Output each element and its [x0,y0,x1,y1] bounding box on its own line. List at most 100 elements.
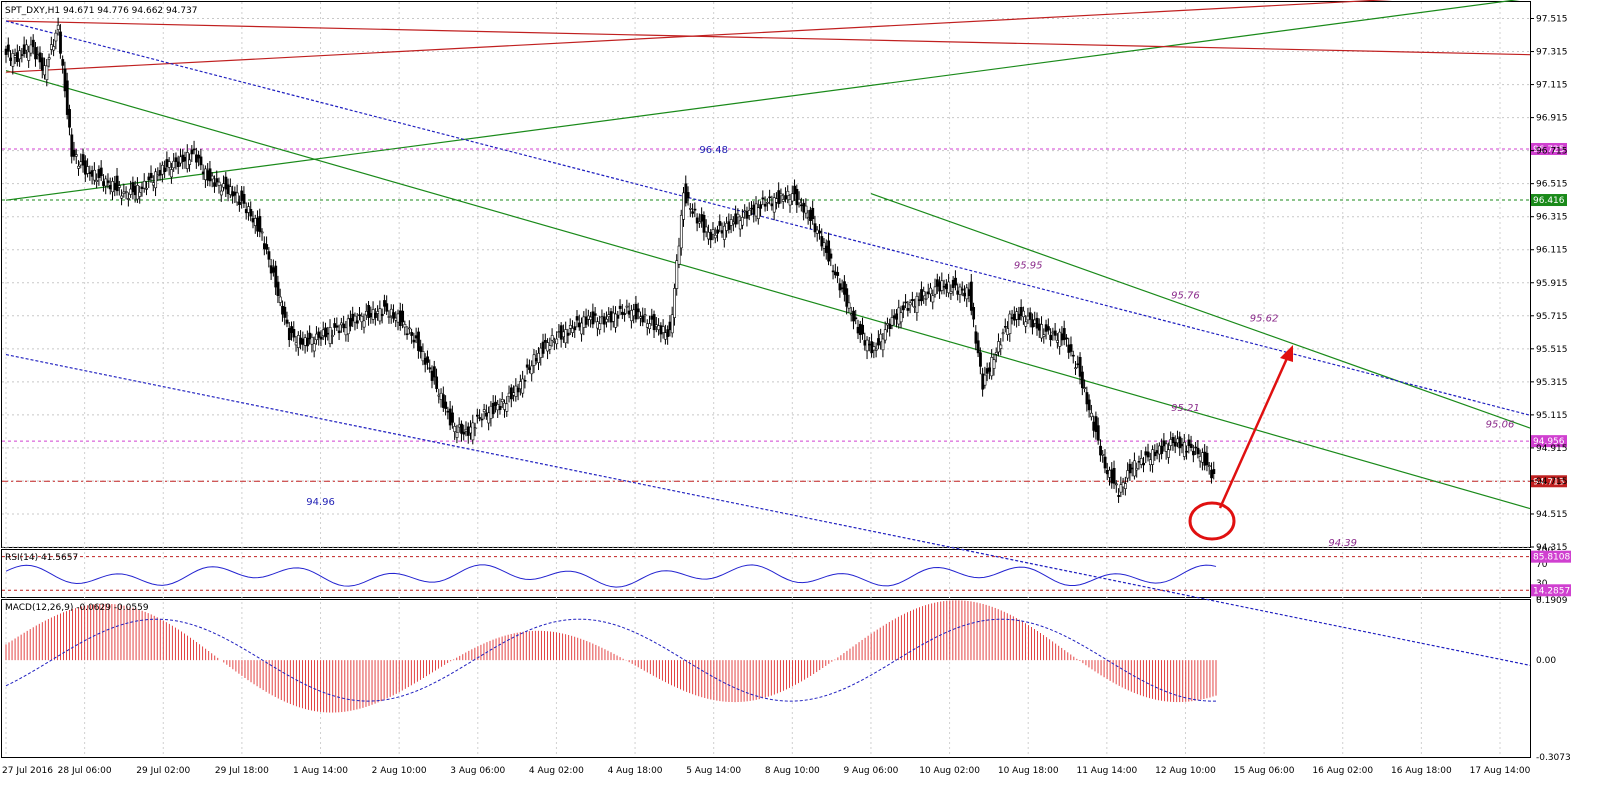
candle-body [659,325,663,335]
candle-body [278,296,282,303]
candle-body [1010,317,1014,319]
candle-body [924,297,928,300]
annotation-label: 96.48 [699,145,728,156]
candle-body [1151,449,1155,465]
y-tick-label: 95.915 [1536,279,1568,289]
candle-body [1019,306,1023,317]
candle-body [401,310,405,323]
candle-body [1103,456,1107,469]
candle-body [1090,412,1093,418]
candle-body [553,341,556,343]
candle-body [285,319,289,324]
candle-body [104,178,108,187]
candle-body [790,193,794,202]
candle-body [983,374,987,386]
candle-body [951,279,955,288]
candle-body [537,353,540,363]
candle-body [256,217,260,232]
candle-body [793,185,797,195]
candle-body [500,399,504,403]
candle-body [1110,469,1114,484]
candle-body [306,337,309,347]
candle-body [342,323,346,329]
candle-body [541,341,545,354]
candle-body [1155,450,1159,454]
candle-body [1003,326,1007,328]
candle-body [383,300,386,307]
candle-body [414,335,418,339]
candle-body [253,218,257,226]
candle-body [410,332,414,336]
candle-body [741,217,744,226]
candle-body [852,310,855,322]
x-tick-label: 29 Jul 02:00 [136,766,190,776]
candle-body [643,314,647,317]
chart-title: SPT_DXY,H1 94.671 94.776 94.662 94.737 [5,6,198,16]
level-tag-label: 94.956 [1533,437,1565,447]
candle-body [435,376,439,389]
candle-body [673,288,676,318]
candle-body [713,234,717,239]
trendline-blue-dotted-lower [5,354,1531,666]
candle-body [824,245,828,253]
candle-body [448,408,452,426]
annotation-label: 94.96 [306,497,335,508]
candle-body [1087,399,1091,411]
candle-body [385,303,389,312]
rsi-title: RSI(14) 41.5657 [5,553,78,563]
candle-body [707,231,710,240]
macd-tick-label: 0.00 [1536,656,1556,666]
candle-body [206,170,210,181]
candle-body [945,283,948,290]
candle-body [1040,324,1044,339]
candle-body [972,307,976,320]
candle-body [84,160,87,175]
candle-body [872,346,876,351]
candle-body [693,208,697,211]
candle-body [704,226,708,233]
candle-body [698,221,701,224]
candle-body [1137,460,1141,463]
candle-body [587,315,590,320]
candle-body [926,291,930,295]
time-axis: 27 Jul 2016 28 Jul 06:00 29 Jul 02:00 29 Ju… [2,766,1531,776]
candle-body [577,322,581,328]
y-tick-label: 97.515 [1536,15,1568,25]
candle-body [827,240,831,262]
candle-body [1065,337,1068,340]
candle-body [568,325,572,329]
candle-body [140,186,144,189]
x-tick-label: 10 Aug 18:00 [998,766,1059,776]
candle-body [843,281,846,295]
macd-tick-label: -0.3073 [1536,753,1571,763]
candle-body [997,341,1000,353]
candle-body [47,57,51,60]
candle-body [575,316,579,321]
candle-body [428,367,432,370]
candle-body [1024,321,1028,327]
candle-body [335,325,339,328]
candle-body [858,323,862,335]
candle-body [759,204,763,209]
candle-body [274,265,278,288]
candle-body [426,356,429,363]
y-tick-label: 97.115 [1536,81,1568,91]
candle-body [503,402,507,410]
candle-body [1192,450,1195,456]
candle-body [648,323,652,330]
candle-body [954,277,957,286]
candle-body [661,326,665,333]
candle-body [1060,333,1064,341]
macd-signal-line [5,618,1217,702]
candle-body [1189,443,1193,448]
candle-body [494,401,497,406]
candle-body [210,175,214,180]
level-tag [1531,142,1567,155]
candle-body [602,316,606,325]
candle-body [179,156,182,164]
candle-body [766,201,769,204]
candle-body [938,281,942,292]
candle-body [940,280,944,291]
candle-body [156,174,160,177]
y-tick-label: 94.315 [1536,543,1568,553]
